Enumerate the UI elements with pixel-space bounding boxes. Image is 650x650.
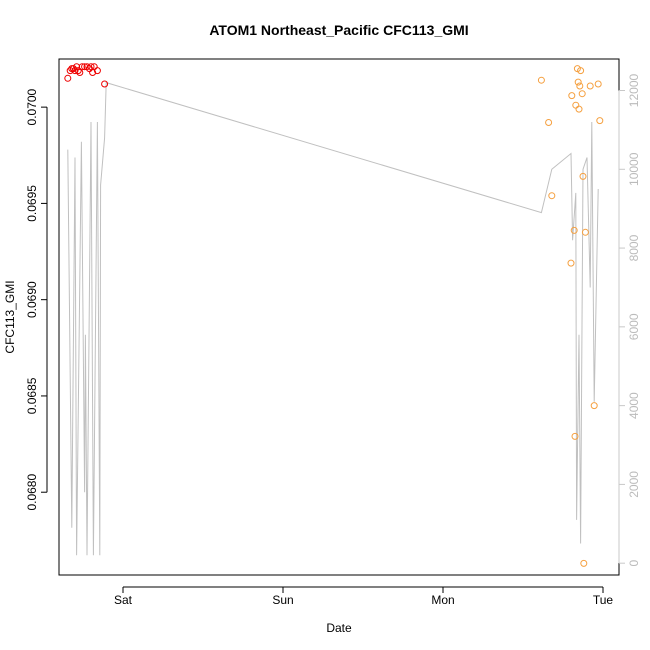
y2-tick-label: 4000 [627,392,641,419]
data-point [590,402,598,410]
y-axis-label: CFC113_GMI [3,280,17,353]
data-point [594,80,602,88]
x-tick-label: Sun [272,593,293,607]
data-point [579,172,587,180]
data-point [74,67,82,75]
data-point [578,90,586,98]
data-point [545,119,553,126]
plot-frame [58,58,620,576]
data-point [567,259,575,267]
data-point [101,80,109,88]
line-series [67,81,599,556]
data-point [548,192,556,200]
data-point [537,76,545,84]
right-axis-line-series [67,81,599,556]
data-point [571,432,579,440]
y-axis: 0.0680 0.0685 0.0690 0.0695 0.0700 [25,88,48,511]
data-point [596,117,604,125]
x-axis: Sat Sun Mon Tue [114,586,614,607]
scatter-points [64,63,604,567]
x-axis-label: Date [326,621,352,635]
data-point [93,67,101,75]
data-point [570,226,578,234]
data-point [586,82,594,90]
y2-axis: 0 2000 4000 6000 8000 10000 12000 [618,74,641,567]
y-tick-label: 0.0700 [25,88,39,125]
y2-tick-label: 12000 [627,74,641,108]
y2-tick-label: 0 [627,560,641,567]
data-point [576,82,584,90]
y2-tick-label: 2000 [627,471,641,498]
data-point [575,105,583,113]
y-tick-label: 0.0680 [25,474,39,511]
y-tick-label: 0.0685 [25,377,39,414]
data-point [568,92,576,100]
y2-tick-label: 6000 [627,313,641,340]
x-tick-label: Tue [593,593,614,607]
data-point [78,63,86,71]
data-point [577,67,585,75]
data-point [71,67,79,75]
data-point [76,69,84,76]
chart-title: ATOM1 Northeast_Pacific CFC113_GMI [209,22,468,38]
data-point [581,228,589,236]
data-point [574,78,582,86]
y-tick-label: 0.0690 [25,281,39,318]
y2-tick-label: 10000 [627,152,641,186]
x-tick-label: Mon [431,593,454,607]
data-point [572,101,580,109]
y2-tick-label: 8000 [627,234,641,261]
data-point [64,74,72,82]
y-tick-label: 0.0695 [25,185,39,222]
data-point [580,559,588,567]
x-tick-label: Sat [114,593,133,607]
